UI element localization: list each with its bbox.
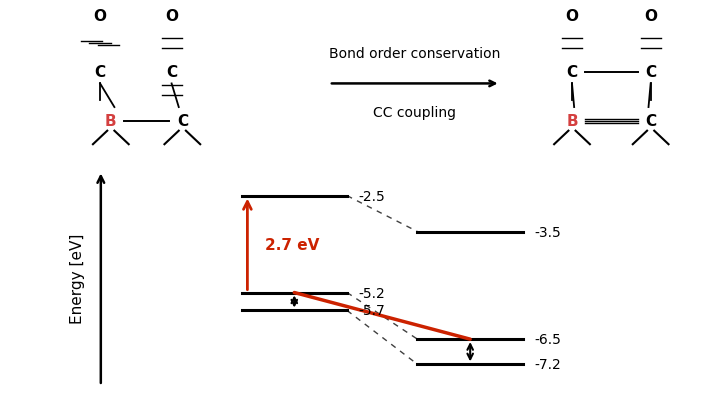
Text: C: C: [177, 114, 188, 129]
Text: C: C: [166, 65, 177, 80]
Text: Bond order conservation: Bond order conservation: [329, 47, 500, 61]
Text: C: C: [645, 65, 656, 80]
Text: 2.7 eV: 2.7 eV: [265, 237, 320, 252]
Text: C: C: [566, 65, 578, 80]
Text: -7.2: -7.2: [535, 357, 561, 371]
Text: CC coupling: CC coupling: [373, 106, 456, 120]
Text: Energy [eV]: Energy [eV]: [70, 233, 85, 324]
Text: O: O: [165, 9, 178, 24]
Text: B: B: [105, 114, 117, 129]
Text: -5.2: -5.2: [359, 286, 385, 300]
Text: C: C: [94, 65, 106, 80]
Text: -6.5: -6.5: [535, 332, 561, 346]
Text: B: B: [566, 114, 578, 129]
Text: -2.5: -2.5: [359, 189, 385, 203]
Text: -5.7: -5.7: [359, 304, 385, 318]
Text: O: O: [94, 9, 107, 24]
Text: O: O: [566, 9, 578, 24]
Text: O: O: [644, 9, 657, 24]
Text: -3.5: -3.5: [535, 225, 561, 239]
Text: C: C: [645, 114, 656, 129]
